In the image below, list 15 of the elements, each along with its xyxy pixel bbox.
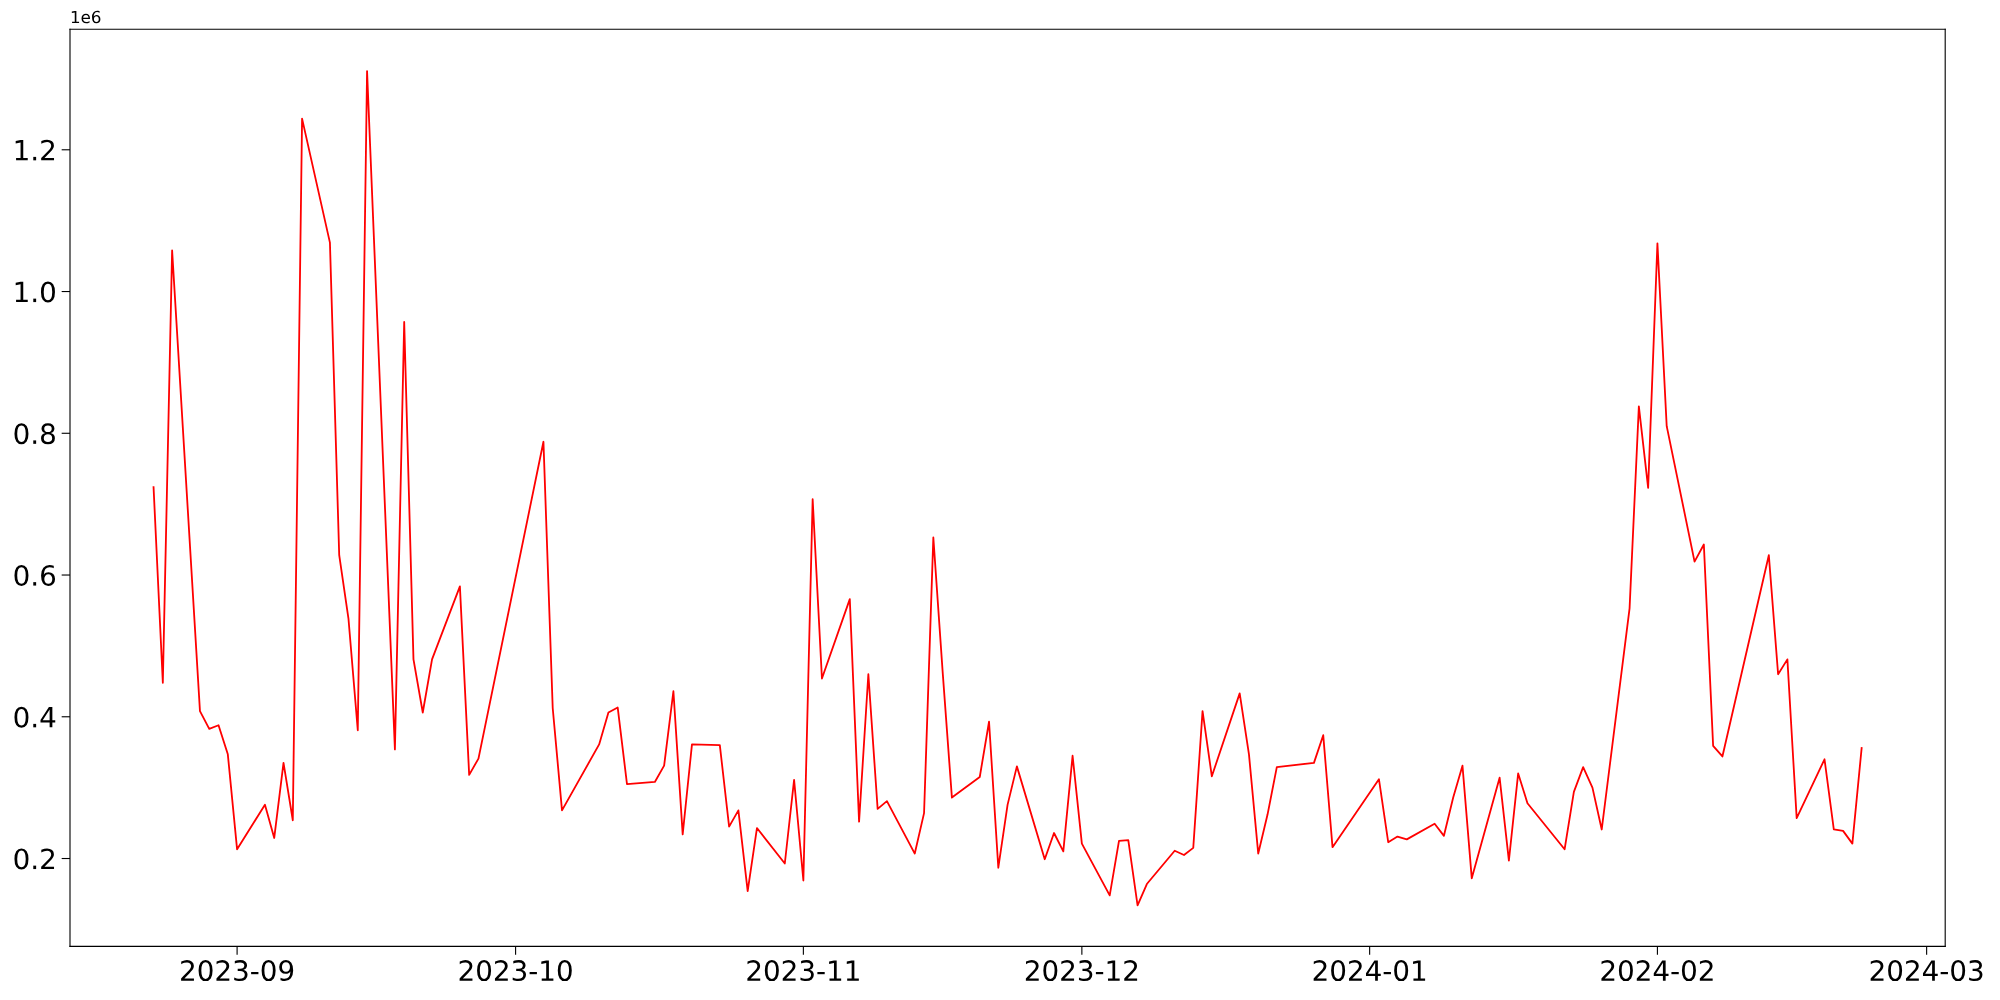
y-tick-label: 1.0: [15, 281, 55, 303]
x-tick-label: 2024-03: [1870, 960, 1983, 982]
x-tick-label: 2024-01: [1313, 960, 1426, 982]
x-tick-label: 2023-10: [459, 960, 572, 982]
line-series: [152, 70, 1863, 907]
y-tick-label: 0.6: [14, 564, 56, 586]
x-tick-label: 2023-12: [1025, 960, 1138, 982]
y-tick-label: 0.8: [14, 423, 55, 445]
x-tick-label: 2023-11: [747, 960, 859, 982]
y-tick-label: 0.2: [14, 848, 55, 870]
y-tick-label: 1.2: [15, 139, 55, 161]
y-tick-label: 0.4: [14, 706, 56, 728]
x-tick-label: 2024-02: [1601, 960, 1713, 982]
text: 1e6: [71, 10, 101, 24]
x-tick-label: 2023-09: [181, 960, 294, 982]
